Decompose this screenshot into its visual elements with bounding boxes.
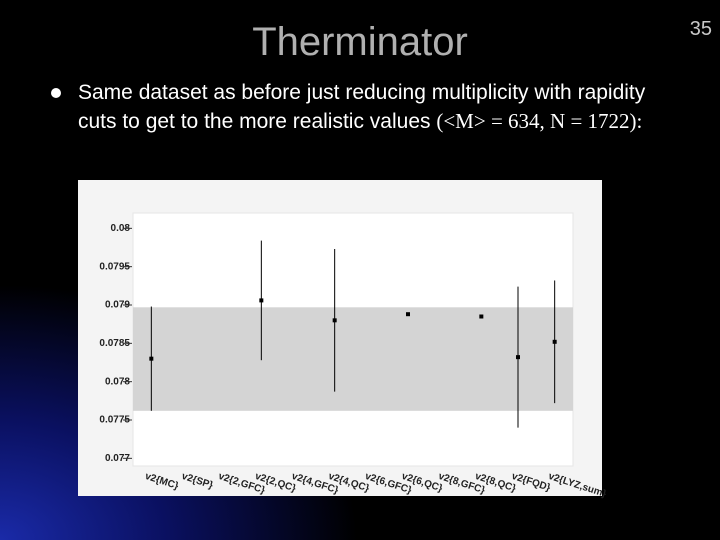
data-point (332, 318, 337, 323)
slide-title: Therminator (252, 20, 468, 64)
bullet-dot (51, 88, 61, 98)
reference-band (133, 307, 573, 411)
y-tick-label: 0.078 (105, 376, 130, 387)
y-tick-label: 0.08 (111, 223, 131, 234)
data-point (552, 339, 557, 344)
y-tick-label: 0.077 (105, 453, 130, 464)
data-point (406, 312, 410, 317)
data-point (479, 314, 484, 319)
y-tick-label: 0.079 (105, 300, 130, 311)
bullet-text: Same dataset as before just reducing mul… (78, 78, 678, 136)
bullet-math: (<M> = 634, N = 1722): (436, 109, 643, 133)
y-tick-label: 0.0775 (99, 415, 130, 426)
data-point (149, 356, 154, 361)
bullet-body: Same dataset as before just reducing mul… (78, 81, 646, 133)
data-point (259, 298, 264, 303)
page-number: 35 (689, 18, 712, 40)
data-point (516, 355, 520, 360)
y-tick-label: 0.0795 (99, 261, 130, 272)
y-tick-label: 0.0785 (99, 338, 130, 349)
